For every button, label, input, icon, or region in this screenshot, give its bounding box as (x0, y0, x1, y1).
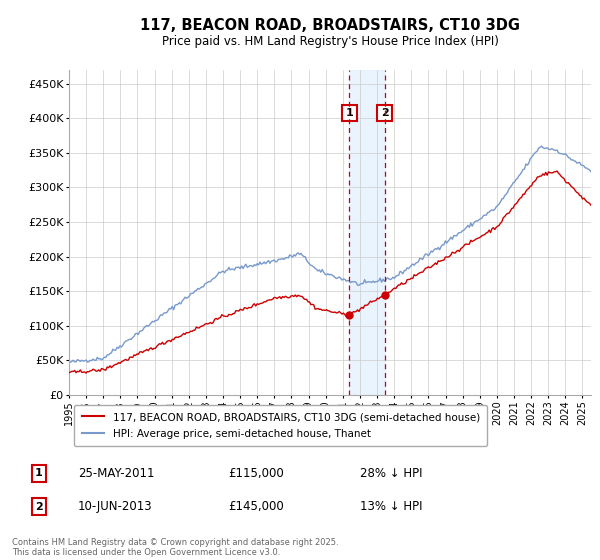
Text: 2: 2 (381, 108, 388, 118)
Text: 13% ↓ HPI: 13% ↓ HPI (360, 500, 422, 514)
Text: 1: 1 (35, 468, 43, 478)
Text: 28% ↓ HPI: 28% ↓ HPI (360, 466, 422, 480)
Text: 25-MAY-2011: 25-MAY-2011 (78, 466, 155, 480)
Text: 10-JUN-2013: 10-JUN-2013 (78, 500, 152, 514)
Text: £115,000: £115,000 (228, 466, 284, 480)
Text: 2: 2 (35, 502, 43, 512)
Legend: 117, BEACON ROAD, BROADSTAIRS, CT10 3DG (semi-detached house), HPI: Average pric: 117, BEACON ROAD, BROADSTAIRS, CT10 3DG … (74, 405, 487, 446)
Text: 117, BEACON ROAD, BROADSTAIRS, CT10 3DG: 117, BEACON ROAD, BROADSTAIRS, CT10 3DG (140, 18, 520, 32)
Text: 1: 1 (346, 108, 353, 118)
Text: Price paid vs. HM Land Registry's House Price Index (HPI): Price paid vs. HM Land Registry's House … (161, 35, 499, 49)
Text: Contains HM Land Registry data © Crown copyright and database right 2025.
This d: Contains HM Land Registry data © Crown c… (12, 538, 338, 557)
Bar (349, 70, 385, 395)
Text: £145,000: £145,000 (228, 500, 284, 514)
